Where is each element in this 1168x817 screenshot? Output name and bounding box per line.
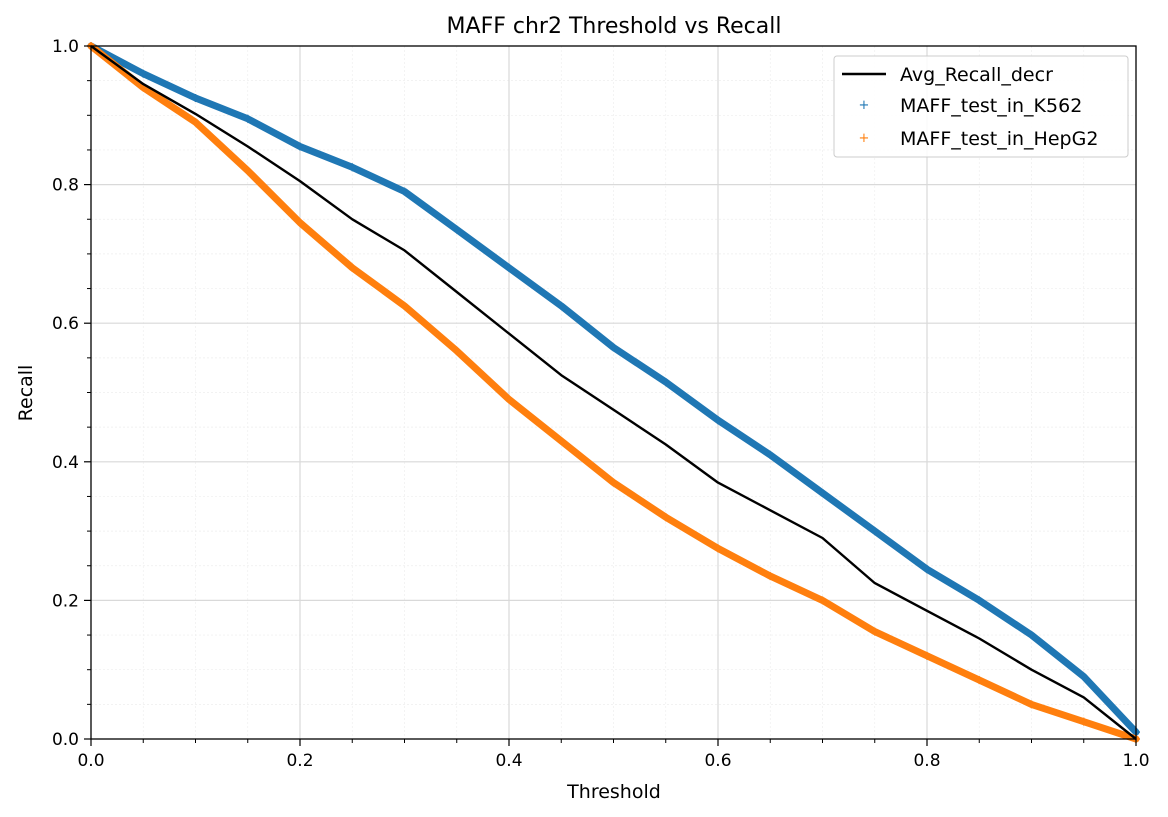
data-point-maff-test-in-k562 [452,225,461,234]
data-point-maff-test-in-k562 [1079,672,1088,681]
y-axis-label: Recall [15,365,37,422]
data-point-maff-test-in-k562 [191,93,200,102]
data-point-maff-test-in-k562 [296,142,304,151]
y-tick-label: 0.6 [52,314,79,334]
x-tick-label: 0.8 [913,751,940,771]
legend-marker-hepg2: + [859,131,870,146]
data-point-maff-test-in-hepg2 [191,118,200,127]
data-point-maff-test-in-hepg2 [505,395,513,404]
data-point-maff-test-in-k562 [714,416,722,425]
data-point-maff-test-in-hepg2 [452,346,461,355]
x-tick-label: 0.2 [286,751,313,771]
axis-ticks: 0.0 0.2 0.4 0.6 0.8 1.0 0.0 0.2 0.4 0.6 0.8 1.0 [52,37,1150,771]
data-point-maff-test-in-k562 [766,450,775,459]
data-point-maff-test-in-k562 [348,163,357,172]
data-point-maff-test-in-hepg2 [661,513,670,522]
y-tick-label: 0.8 [52,176,79,196]
data-point-maff-test-in-hepg2 [714,544,722,553]
legend-marker-k562: + [859,98,870,113]
chart-title: MAFF chr2 Threshold vs Recall [447,14,782,39]
data-point-maff-test-in-hepg2 [557,437,566,446]
plot-series [87,42,1140,743]
data-point-maff-test-in-k562 [400,187,409,196]
data-point-maff-test-in-hepg2 [766,572,775,581]
legend-box [833,55,1129,158]
data-point-maff-test-in-hepg2 [1027,700,1036,709]
data-point-maff-test-in-hepg2 [296,218,304,227]
data-point-maff-test-in-hepg2 [400,301,409,310]
x-tick-label: 0.4 [495,751,522,771]
data-point-maff-test-in-hepg2 [1079,717,1088,726]
data-point-maff-test-in-k562 [505,263,513,272]
data-point-maff-test-in-hepg2 [243,166,252,175]
minor-grid [91,46,1136,739]
data-point-maff-test-in-k562 [975,596,984,605]
data-point-maff-test-in-hepg2 [975,676,984,685]
data-point-maff-test-in-k562 [818,488,827,497]
data-point-maff-test-in-k562 [661,378,670,387]
data-point-maff-test-in-k562 [923,565,931,574]
data-point-maff-test-in-hepg2 [348,263,357,272]
data-point-maff-test-in-k562 [557,301,566,310]
data-point-maff-test-in-k562 [243,114,252,123]
x-tick-label: 0.0 [77,751,104,771]
y-tick-label: 0.0 [52,730,79,750]
legend-label-hepg2: MAFF_test_in_HepG2 [900,128,1098,150]
x-tick-label: 1.0 [1122,751,1149,771]
legend-label-avg: Avg_Recall_decr [900,64,1053,86]
series-line-avg-recall-decr [90,45,1137,740]
data-point-maff-test-in-hepg2 [870,627,879,636]
x-tick-label: 0.6 [704,751,731,771]
data-point-maff-test-in-hepg2 [609,478,618,487]
legend-label-k562: MAFF_test_in_K562 [900,95,1082,117]
data-point-maff-test-in-k562 [870,527,879,536]
data-point-maff-test-in-hepg2 [818,596,827,605]
x-axis-label: Threshold [566,781,661,803]
y-tick-label: 1.0 [52,37,79,57]
legend: Avg_Recall_decr + MAFF_test_in_K562 + MA… [833,55,1129,158]
data-point-maff-test-in-k562 [139,69,148,78]
data-point-maff-test-in-k562 [609,343,618,352]
data-point-maff-test-in-hepg2 [923,651,931,660]
data-point-maff-test-in-k562 [1027,631,1036,640]
y-tick-label: 0.2 [52,591,79,611]
y-tick-label: 0.4 [52,453,79,473]
major-grid [91,46,1136,739]
